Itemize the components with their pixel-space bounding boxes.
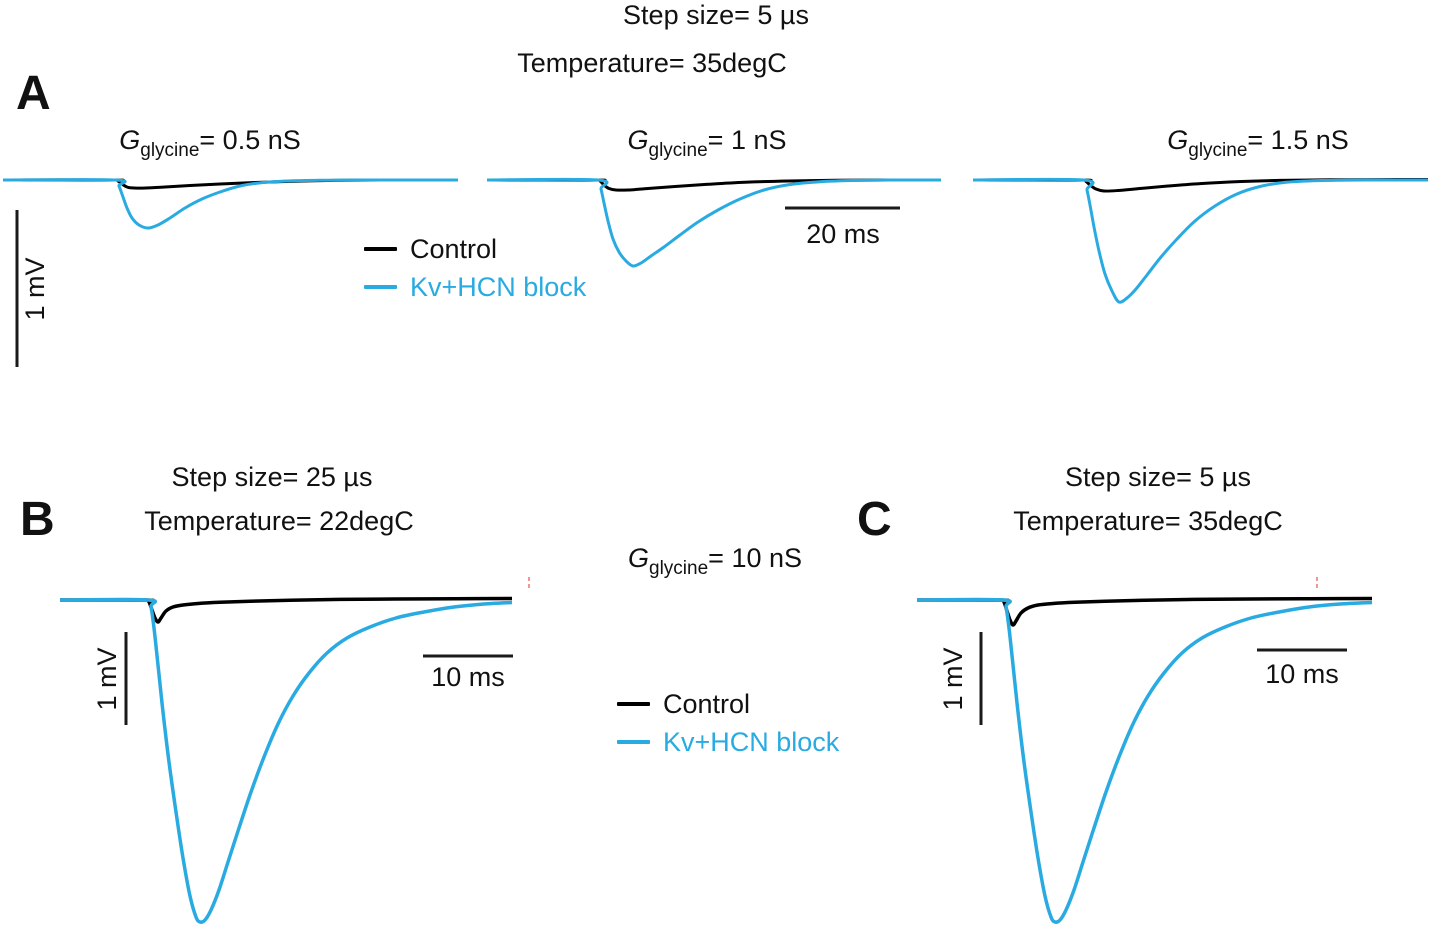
conductance-value: = 0.5 nS — [199, 125, 301, 155]
legend-dash-block — [617, 740, 650, 744]
trace-A1-block — [2, 178, 459, 230]
panel-a-subplot3-title: Gglycine= 1.5 nS — [1167, 125, 1349, 166]
legend-label-block: Kv+HCN block — [663, 727, 840, 757]
legend-item-block: Kv+HCN block — [617, 723, 839, 761]
panel-c-hscale-label: 10 ms — [1265, 659, 1339, 689]
legend-item-control: Control — [617, 685, 839, 723]
conductance-subscript: glycine — [649, 558, 709, 579]
middle-conductance-title: Gglycine= 10 nS — [628, 543, 802, 584]
legend-item-block: Kv+HCN block — [364, 268, 586, 306]
conductance-subscript: glycine — [140, 140, 200, 161]
trace-B-control — [59, 596, 513, 624]
panel-a-legend: Control Kv+HCN block — [364, 230, 586, 306]
conductance-symbol: G — [1167, 125, 1189, 155]
red-mark-1-a — [1316, 577, 1318, 581]
conductance-symbol: G — [119, 125, 141, 155]
legend-dash-control — [617, 702, 650, 706]
conductance-value: = 1.5 nS — [1247, 125, 1349, 155]
panel-b-title-step-size: Step size= 25 µs — [171, 462, 373, 492]
legend-item-control: Control — [364, 230, 586, 268]
legend-label-control: Control — [410, 234, 498, 264]
trace-A3-block — [972, 177, 1429, 304]
panel-a-subplot2-title: Gglycine= 1 nS — [628, 125, 787, 166]
middle-legend: Control Kv+HCN block — [617, 685, 839, 761]
legend-dash-control — [364, 247, 397, 251]
trace-B-block — [59, 597, 513, 924]
conductance-subscript: glycine — [648, 140, 708, 161]
conductance-value: = 1 nS — [707, 125, 787, 155]
panel-a-label: A — [16, 67, 51, 120]
legend-label-control: Control — [663, 689, 751, 719]
panel-c-title-temperature: Temperature= 35degC — [1013, 506, 1283, 536]
panel-c-title-step-size: Step size= 5 µs — [1065, 462, 1251, 492]
conductance-value: = 10 nS — [708, 543, 802, 573]
trace-C-control — [916, 596, 1373, 627]
legend-dash-block — [364, 285, 397, 289]
red-mark-0-b — [528, 584, 530, 588]
panel-c-vscale-label: 1 mV — [938, 647, 968, 711]
panel-c-label: C — [857, 493, 892, 546]
conductance-symbol: G — [627, 125, 649, 155]
trace-A2-block — [486, 177, 942, 268]
panel-b-hscale-label: 10 ms — [431, 662, 505, 692]
figure-title-temperature: Temperature= 35degC — [517, 48, 787, 78]
red-mark-1-b — [1316, 584, 1318, 588]
panel-b-label: B — [20, 493, 55, 546]
trace-C-block — [916, 597, 1373, 924]
legend-label-block: Kv+HCN block — [410, 272, 587, 302]
panel-a-vscale-label: 1 mV — [20, 257, 50, 321]
panel-a-subplot1-title: Gglycine= 0.5 nS — [119, 125, 301, 166]
conductance-subscript: glycine — [1188, 140, 1248, 161]
red-mark-0-a — [528, 577, 530, 581]
panel-b-vscale-label: 1 mV — [92, 647, 122, 711]
panel-a-hscale-label: 20 ms — [806, 219, 880, 249]
panel-b-title-temperature: Temperature= 22degC — [144, 506, 414, 536]
conductance-symbol: G — [628, 543, 650, 573]
figure-title-step-size: Step size= 5 µs — [623, 0, 809, 30]
